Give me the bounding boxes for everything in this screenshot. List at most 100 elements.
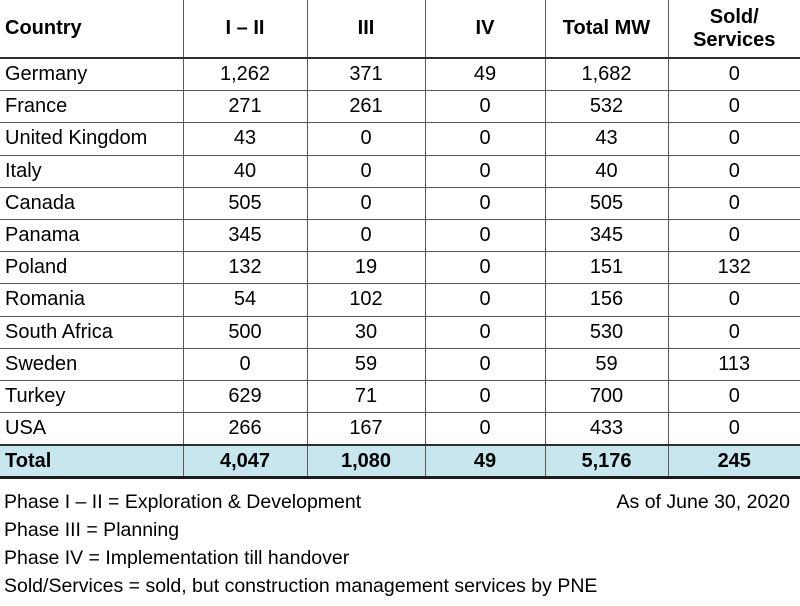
value-cell: 261	[306, 90, 425, 124]
value-cell: 0	[667, 316, 800, 349]
country-cell: Poland	[0, 251, 183, 285]
value-cell: 113	[667, 348, 800, 381]
value-cell: 1,682	[544, 58, 668, 92]
value-cell: 102	[306, 283, 425, 317]
value-cell: 0	[306, 187, 425, 220]
country-cell: Italy	[0, 155, 183, 188]
header-row: Country I – II III IV Total MW Sold/ Services	[0, 0, 800, 59]
value-cell: 49	[424, 58, 545, 92]
value-cell: 43	[182, 122, 307, 156]
value-cell: 505	[182, 187, 307, 220]
table-row: South Africa 500 30 0 530 0	[0, 316, 800, 349]
value-cell: 0	[667, 380, 800, 414]
note-phase-3: Phase III = Planning	[4, 518, 180, 541]
table-row: United Kingdom 43 0 0 43 0	[0, 122, 800, 156]
table-row: USA 266 167 0 433 0	[0, 412, 800, 446]
table-body: Germany 1,262 371 49 1,682 0 France 271 261 0 532 0…	[0, 58, 800, 446]
total-label-cell: Total	[0, 444, 183, 479]
value-cell: 0	[424, 219, 545, 253]
value-cell: 167	[306, 412, 425, 446]
value-cell: 19	[306, 251, 425, 285]
footnotes: Phase I – II = Exploration & Development…	[0, 488, 800, 600]
value-cell: 30	[306, 316, 425, 349]
value-cell: 59	[306, 348, 425, 381]
note-phase-1-2: Phase I – II = Exploration & Development	[4, 490, 362, 513]
country-cell: Germany	[0, 58, 183, 92]
table-row: Sweden 0 59 0 59 113	[0, 348, 800, 381]
table-row: Poland 132 19 0 151 132	[0, 251, 800, 285]
value-cell: 371	[306, 58, 425, 92]
value-cell: 0	[424, 316, 545, 349]
table-row: Italy 40 0 0 40 0	[0, 155, 800, 188]
value-cell: 0	[424, 187, 545, 220]
value-cell: 132	[667, 251, 800, 285]
value-cell: 0	[667, 58, 800, 92]
total-value-cell: 49	[424, 444, 545, 479]
value-cell: 345	[544, 219, 668, 253]
value-cell: 0	[424, 122, 545, 156]
capacity-table: Country I – II III IV Total MW Sold/ Services…	[0, 0, 800, 479]
value-cell: 0	[306, 219, 425, 253]
value-cell: 0	[182, 348, 307, 381]
value-cell: 71	[306, 380, 425, 414]
value-cell: 505	[544, 187, 668, 220]
as-of-date: As of June 30, 2020	[616, 490, 790, 513]
table-row: Germany 1,262 371 49 1,682 0	[0, 58, 800, 92]
value-cell: 0	[306, 122, 425, 156]
value-cell: 0	[306, 155, 425, 188]
value-cell: 156	[544, 283, 668, 317]
value-cell: 0	[424, 348, 545, 381]
country-cell: France	[0, 90, 183, 124]
footnote-line: Phase I – II = Exploration & Development…	[4, 488, 800, 516]
header-cell: III	[306, 0, 425, 59]
value-cell: 43	[544, 122, 668, 156]
note-sold-services: Sold/Services = sold, but construction m…	[4, 574, 598, 597]
value-cell: 0	[424, 155, 545, 188]
total-row: Total 4,047 1,080 49 5,176 245	[0, 444, 800, 479]
country-cell: Canada	[0, 187, 183, 220]
value-cell: 0	[667, 187, 800, 220]
value-cell: 0	[667, 219, 800, 253]
value-cell: 0	[667, 90, 800, 124]
table-row: France 271 261 0 532 0	[0, 90, 800, 124]
country-cell: Sweden	[0, 348, 183, 381]
header-cell: IV	[424, 0, 545, 59]
value-cell: 151	[544, 251, 668, 285]
total-value-cell: 245	[667, 444, 800, 479]
total-value-cell: 5,176	[544, 444, 668, 479]
value-cell: 532	[544, 90, 668, 124]
value-cell: 0	[424, 283, 545, 317]
value-cell: 54	[182, 283, 307, 317]
country-cell: USA	[0, 412, 183, 446]
value-cell: 1,262	[182, 58, 307, 92]
value-cell: 266	[182, 412, 307, 446]
value-cell: 345	[182, 219, 307, 253]
header-cell: Total MW	[544, 0, 668, 59]
value-cell: 40	[544, 155, 668, 188]
country-cell: Turkey	[0, 380, 183, 414]
table-row: Romania 54 102 0 156 0	[0, 283, 800, 317]
value-cell: 59	[544, 348, 668, 381]
value-cell: 0	[424, 90, 545, 124]
value-cell: 700	[544, 380, 668, 414]
country-cell: South Africa	[0, 316, 183, 349]
value-cell: 629	[182, 380, 307, 414]
value-cell: 500	[182, 316, 307, 349]
value-cell: 433	[544, 412, 668, 446]
total-value-cell: 4,047	[182, 444, 307, 479]
total-value-cell: 1,080	[306, 444, 425, 479]
value-cell: 0	[667, 412, 800, 446]
table-row: Panama 345 0 0 345 0	[0, 219, 800, 253]
value-cell: 0	[667, 155, 800, 188]
value-cell: 0	[424, 251, 545, 285]
table-row: Canada 505 0 0 505 0	[0, 187, 800, 220]
header-cell: Sold/ Services	[667, 0, 800, 59]
value-cell: 0	[667, 283, 800, 317]
header-cell: I – II	[182, 0, 307, 59]
table-row: Turkey 629 71 0 700 0	[0, 380, 800, 414]
value-cell: 132	[182, 251, 307, 285]
country-cell: United Kingdom	[0, 122, 183, 156]
value-cell: 0	[424, 380, 545, 414]
value-cell: 0	[424, 412, 545, 446]
note-phase-4: Phase IV = Implementation till handover	[4, 546, 350, 569]
